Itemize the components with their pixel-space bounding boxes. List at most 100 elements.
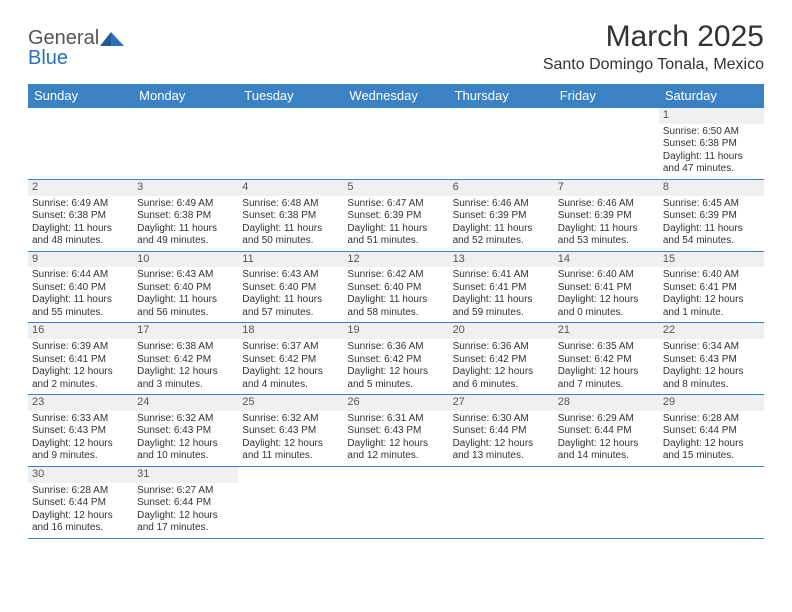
sunrise-text: Sunrise: 6:45 AM	[663, 198, 760, 211]
sunrise-text: Sunrise: 6:30 AM	[453, 413, 550, 426]
sunrise-text: Sunrise: 6:47 AM	[347, 198, 444, 211]
logo-word-2: Blue	[28, 47, 68, 69]
calendar-header-row: Sunday Monday Tuesday Wednesday Thursday…	[28, 84, 764, 108]
day-number: 21	[554, 323, 659, 339]
sunrise-text: Sunrise: 6:35 AM	[558, 341, 655, 354]
sunrise-text: Sunrise: 6:28 AM	[663, 413, 760, 426]
daylight-text: Daylight: 12 hours and 1 minute.	[663, 294, 760, 319]
calendar-day: 26Sunrise: 6:31 AMSunset: 6:43 PMDayligh…	[343, 395, 448, 466]
daylight-text: Daylight: 11 hours and 52 minutes.	[453, 223, 550, 248]
calendar-day-blank	[238, 108, 343, 179]
day-number: 14	[554, 252, 659, 268]
calendar-week: 9Sunrise: 6:44 AMSunset: 6:40 PMDaylight…	[28, 252, 764, 324]
calendar-day: 23Sunrise: 6:33 AMSunset: 6:43 PMDayligh…	[28, 395, 133, 466]
sunset-text: Sunset: 6:39 PM	[558, 210, 655, 223]
page-title: March 2025	[543, 20, 764, 54]
daylight-text: Daylight: 11 hours and 56 minutes.	[137, 294, 234, 319]
calendar-day: 11Sunrise: 6:43 AMSunset: 6:40 PMDayligh…	[238, 252, 343, 323]
sunrise-text: Sunrise: 6:36 AM	[347, 341, 444, 354]
daylight-text: Daylight: 12 hours and 0 minutes.	[558, 294, 655, 319]
sunset-text: Sunset: 6:44 PM	[663, 425, 760, 438]
daylight-text: Daylight: 11 hours and 53 minutes.	[558, 223, 655, 248]
daylight-text: Daylight: 12 hours and 3 minutes.	[137, 366, 234, 391]
calendar-day: 14Sunrise: 6:40 AMSunset: 6:41 PMDayligh…	[554, 252, 659, 323]
sunrise-text: Sunrise: 6:32 AM	[137, 413, 234, 426]
day-number: 20	[449, 323, 554, 339]
sunset-text: Sunset: 6:42 PM	[242, 354, 339, 367]
calendar-day: 4Sunrise: 6:48 AMSunset: 6:38 PMDaylight…	[238, 180, 343, 251]
weekday-header: Tuesday	[238, 84, 343, 108]
day-number: 13	[449, 252, 554, 268]
sunset-text: Sunset: 6:42 PM	[137, 354, 234, 367]
calendar-body: 1Sunrise: 6:50 AMSunset: 6:38 PMDaylight…	[28, 108, 764, 539]
daylight-text: Daylight: 12 hours and 14 minutes.	[558, 438, 655, 463]
calendar-day-blank	[238, 467, 343, 538]
calendar-day: 3Sunrise: 6:49 AMSunset: 6:38 PMDaylight…	[133, 180, 238, 251]
sunrise-text: Sunrise: 6:43 AM	[242, 269, 339, 282]
sunrise-text: Sunrise: 6:43 AM	[137, 269, 234, 282]
calendar-day-blank	[343, 467, 448, 538]
day-number: 18	[238, 323, 343, 339]
day-number: 10	[133, 252, 238, 268]
day-number: 12	[343, 252, 448, 268]
sunrise-text: Sunrise: 6:28 AM	[32, 485, 129, 498]
logo-word-1: General	[28, 27, 99, 49]
sunrise-text: Sunrise: 6:34 AM	[663, 341, 760, 354]
day-number: 4	[238, 180, 343, 196]
calendar-day-blank	[554, 108, 659, 179]
sunrise-text: Sunrise: 6:36 AM	[453, 341, 550, 354]
sunset-text: Sunset: 6:44 PM	[558, 425, 655, 438]
logo: GeneralBlue	[28, 20, 126, 68]
sunrise-text: Sunrise: 6:31 AM	[347, 413, 444, 426]
daylight-text: Daylight: 12 hours and 11 minutes.	[242, 438, 339, 463]
sunrise-text: Sunrise: 6:44 AM	[32, 269, 129, 282]
daylight-text: Daylight: 11 hours and 59 minutes.	[453, 294, 550, 319]
day-number: 8	[659, 180, 764, 196]
daylight-text: Daylight: 12 hours and 7 minutes.	[558, 366, 655, 391]
day-number: 22	[659, 323, 764, 339]
sunset-text: Sunset: 6:43 PM	[242, 425, 339, 438]
sunset-text: Sunset: 6:42 PM	[453, 354, 550, 367]
day-number: 11	[238, 252, 343, 268]
sunset-text: Sunset: 6:44 PM	[32, 497, 129, 510]
calendar-day: 25Sunrise: 6:32 AMSunset: 6:43 PMDayligh…	[238, 395, 343, 466]
page: GeneralBlue March 2025 Santo Domingo Ton…	[0, 0, 792, 539]
sunrise-text: Sunrise: 6:38 AM	[137, 341, 234, 354]
calendar-day: 24Sunrise: 6:32 AMSunset: 6:43 PMDayligh…	[133, 395, 238, 466]
calendar: Sunday Monday Tuesday Wednesday Thursday…	[28, 84, 764, 539]
day-number: 1	[659, 108, 764, 124]
sunrise-text: Sunrise: 6:40 AM	[558, 269, 655, 282]
weekday-header: Monday	[133, 84, 238, 108]
sunrise-text: Sunrise: 6:49 AM	[32, 198, 129, 211]
calendar-day: 20Sunrise: 6:36 AMSunset: 6:42 PMDayligh…	[449, 323, 554, 394]
sunset-text: Sunset: 6:39 PM	[663, 210, 760, 223]
daylight-text: Daylight: 12 hours and 12 minutes.	[347, 438, 444, 463]
calendar-day-blank	[449, 108, 554, 179]
sunset-text: Sunset: 6:42 PM	[347, 354, 444, 367]
daylight-text: Daylight: 12 hours and 8 minutes.	[663, 366, 760, 391]
sunset-text: Sunset: 6:40 PM	[137, 282, 234, 295]
sunrise-text: Sunrise: 6:42 AM	[347, 269, 444, 282]
calendar-day: 17 Sunrise: 6:38 AMSunset: 6:42 PMDayligh…	[133, 323, 238, 394]
day-number: 24	[133, 395, 238, 411]
day-number: 28	[554, 395, 659, 411]
sunset-text: Sunset: 6:39 PM	[347, 210, 444, 223]
daylight-text: Daylight: 11 hours and 51 minutes.	[347, 223, 444, 248]
day-number: 16	[28, 323, 133, 339]
sunset-text: Sunset: 6:42 PM	[558, 354, 655, 367]
calendar-day-blank	[343, 108, 448, 179]
sunset-text: Sunset: 6:41 PM	[663, 282, 760, 295]
calendar-day: 27Sunrise: 6:30 AMSunset: 6:44 PMDayligh…	[449, 395, 554, 466]
daylight-text: Daylight: 11 hours and 58 minutes.	[347, 294, 444, 319]
title-block: March 2025 Santo Domingo Tonala, Mexico	[543, 20, 764, 74]
day-number: 19	[343, 323, 448, 339]
calendar-day: 15Sunrise: 6:40 AMSunset: 6:41 PMDayligh…	[659, 252, 764, 323]
calendar-day: 1Sunrise: 6:50 AMSunset: 6:38 PMDaylight…	[659, 108, 764, 179]
day-number: 25	[238, 395, 343, 411]
daylight-text: Daylight: 12 hours and 10 minutes.	[137, 438, 234, 463]
day-number: 17	[133, 323, 238, 339]
calendar-day: 22Sunrise: 6:34 AMSunset: 6:43 PMDayligh…	[659, 323, 764, 394]
sunset-text: Sunset: 6:44 PM	[137, 497, 234, 510]
day-number: 9	[28, 252, 133, 268]
daylight-text: Daylight: 12 hours and 2 minutes.	[32, 366, 129, 391]
